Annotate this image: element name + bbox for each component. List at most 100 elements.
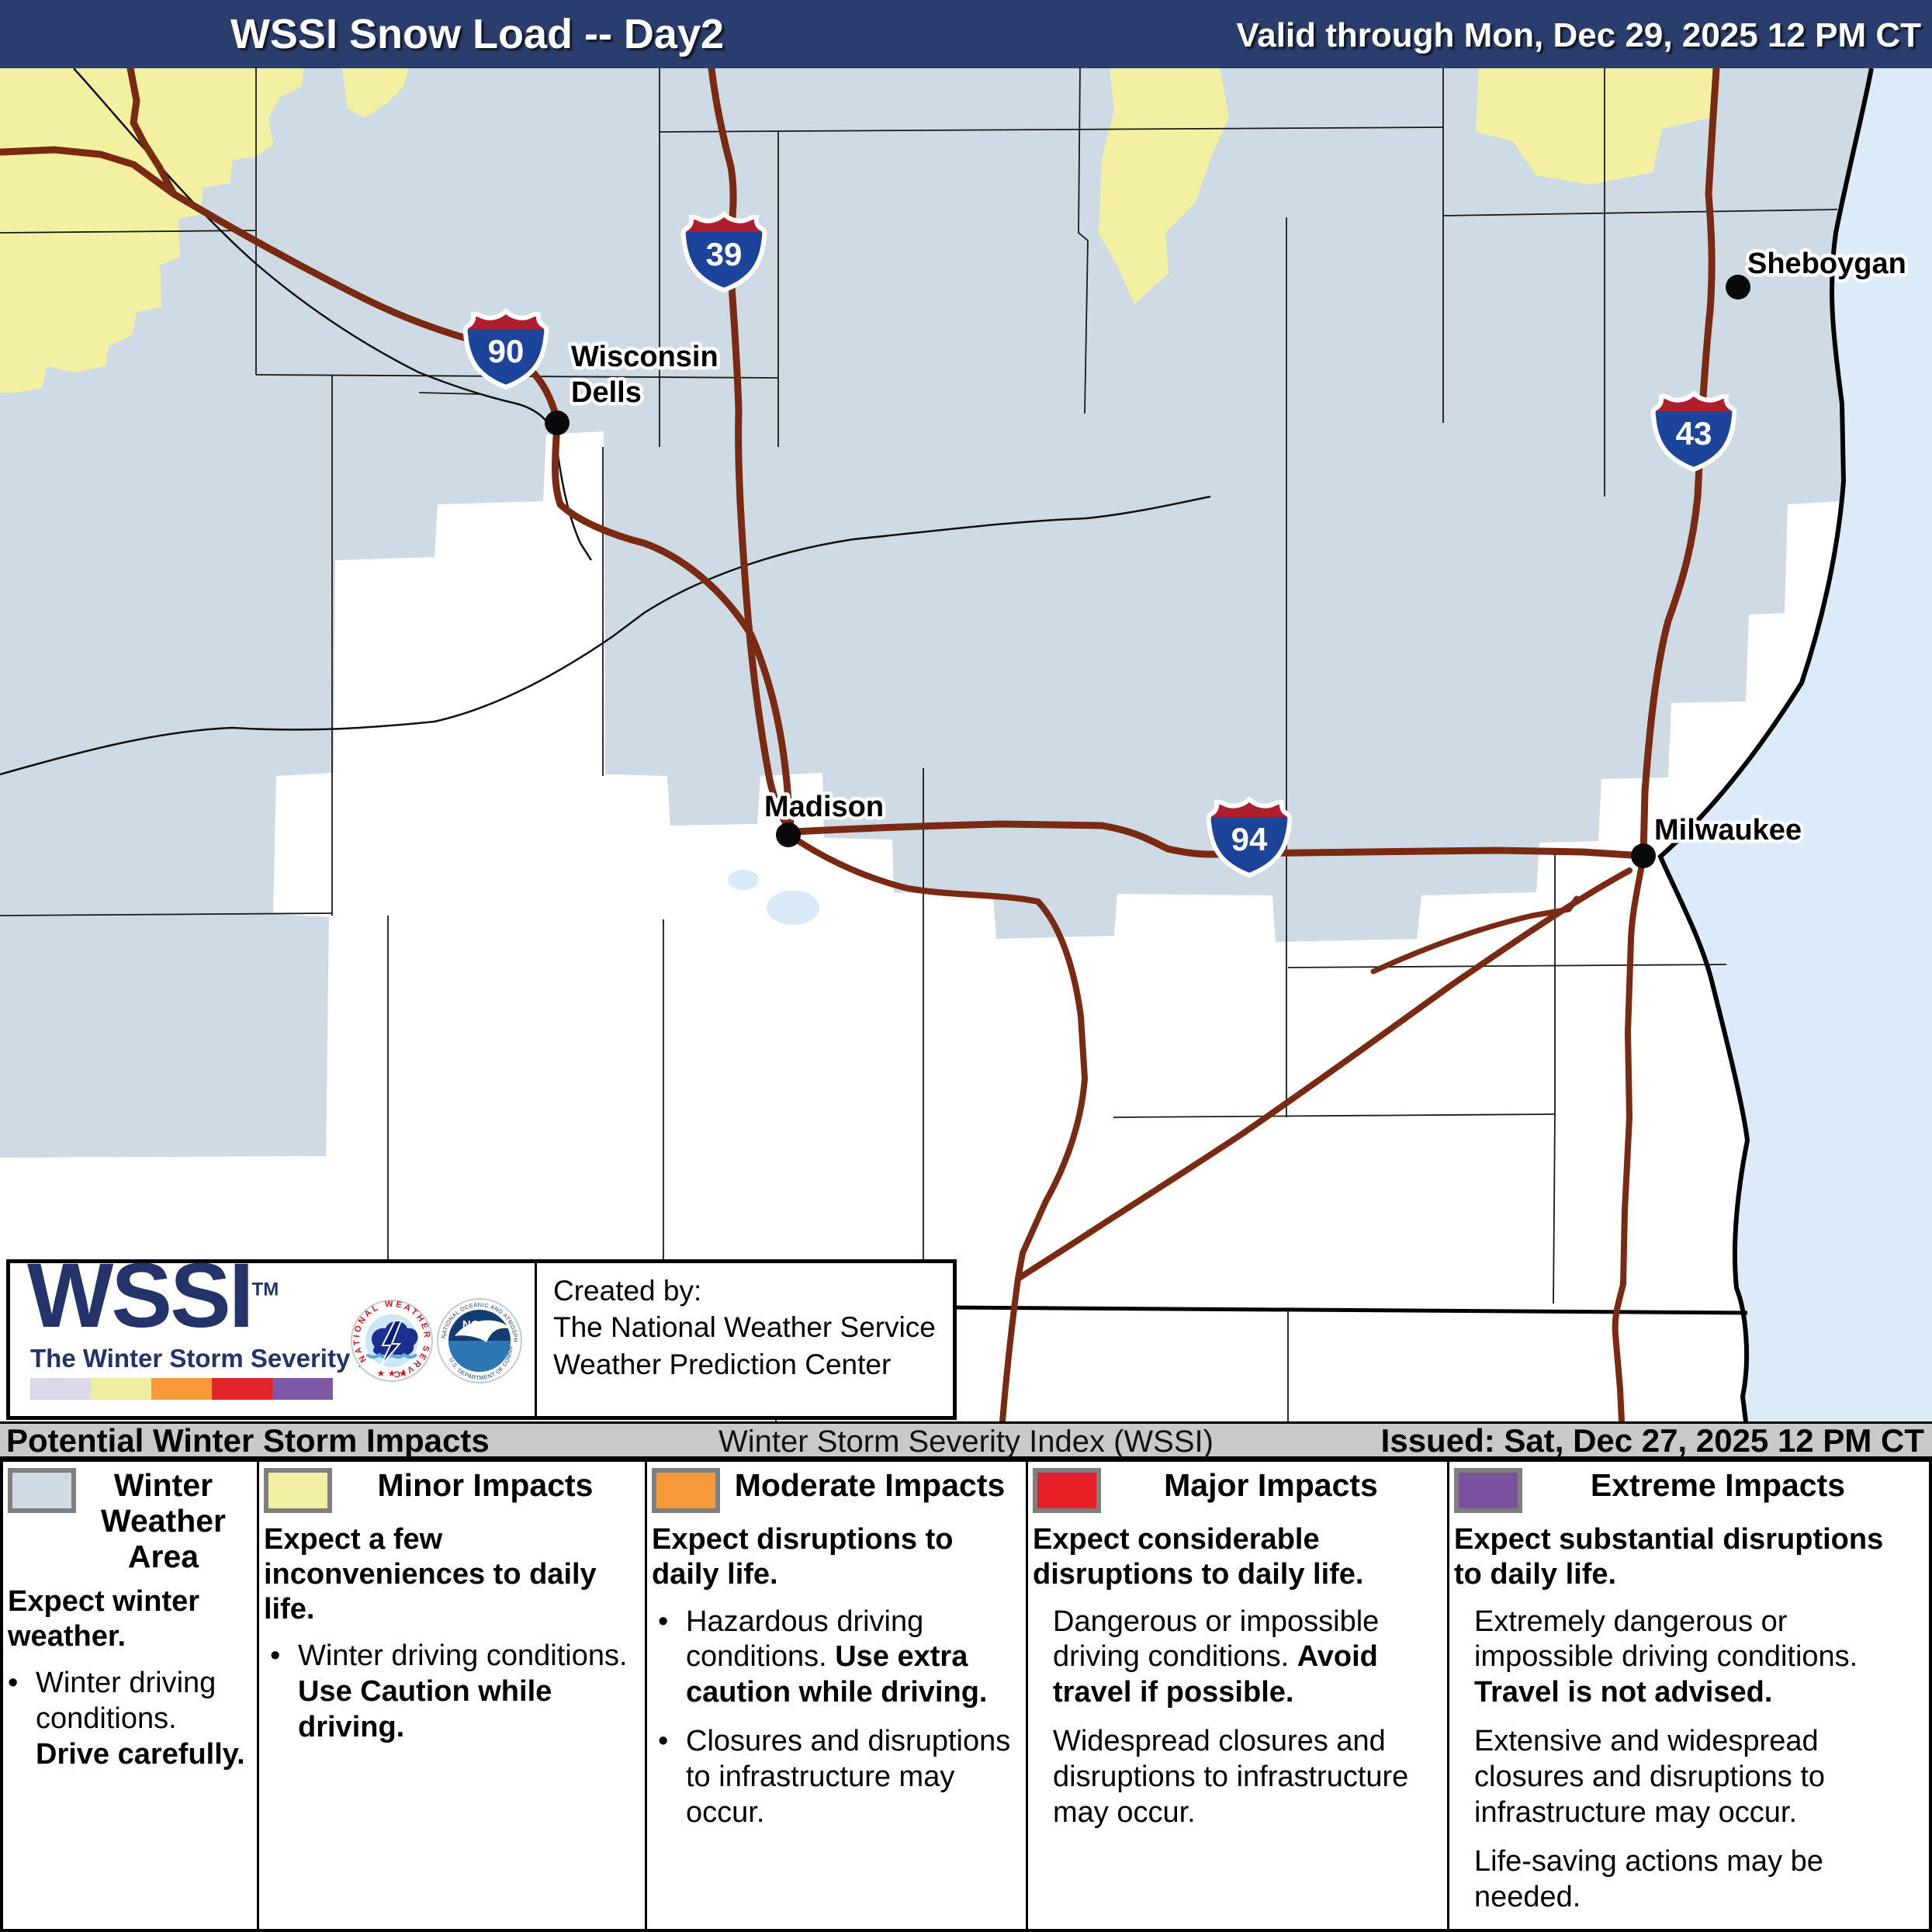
legend-winter-weather-area: Winter Weather Area Expect winter weathe…	[3, 1462, 257, 1929]
minor-impacts-patch	[1099, 68, 1229, 304]
bullet-glyph: •	[658, 1725, 669, 1758]
credit-box-divider	[535, 1263, 537, 1416]
legend-column-title: Extreme Impacts	[1590, 1467, 1846, 1503]
legend-lead-text: Expect considerable disruptions to daily…	[1033, 1523, 1364, 1591]
extreme-impacts-swatch	[1454, 1468, 1522, 1513]
created-by-block: Created by: The National Weather Service…	[553, 1272, 936, 1383]
trademark-symbol: TM	[251, 1279, 279, 1300]
bullet-glyph: •	[8, 1667, 19, 1700]
city-dot-milwaukee	[1631, 843, 1656, 868]
inland-lake	[728, 870, 759, 890]
scale-swatch	[30, 1378, 91, 1400]
swatch-color-rect	[652, 1468, 720, 1513]
legend-lead-text: Expect a few inconveniences to daily lif…	[264, 1523, 597, 1626]
swatch-color-rect	[264, 1468, 332, 1513]
interstate-shield-39: 39	[680, 210, 767, 293]
legend-column-title: Minor Impacts	[377, 1467, 594, 1503]
impacts-legend: Winter Weather Area Expect winter weathe…	[0, 1459, 1932, 1932]
legend-column-title: Moderate Impacts	[734, 1467, 1006, 1503]
lake-michigan	[1660, 68, 1932, 1421]
swatch-color-rect	[8, 1468, 76, 1513]
legend-item: Dangerous or impossible driving conditio…	[1033, 1605, 1441, 1711]
legend-item: Life-saving actions may be needed.	[1454, 1844, 1913, 1915]
legend-item: Extremely dangerous or impossible drivin…	[1454, 1605, 1913, 1711]
legend-item: • Winter driving conditions. Use Caution …	[264, 1639, 639, 1745]
city-label-sheboygan: Sheboygan	[1747, 248, 1906, 280]
item-bold-text: Use extra caution while driving.	[686, 1640, 988, 1709]
minor-impacts-swatch	[264, 1468, 332, 1513]
legend-extreme-impacts: Extreme Impacts Expect substantial disru…	[1447, 1462, 1920, 1929]
minor-impacts-patch	[1476, 68, 1718, 185]
agency-logos: NATIONAL WEATHER SERVICE ★ ★ ★ NOAA NATI…	[344, 1263, 522, 1383]
county-boundaries	[0, 68, 1838, 1421]
item-bold-text: Drive carefully.	[36, 1737, 245, 1771]
legend-moderate-impacts: Moderate Impacts Expect disruptions to d…	[645, 1462, 1026, 1929]
issued-timestamp: Issued: Sat, Dec 27, 2025 12 PM CT	[1380, 1422, 1924, 1459]
impacts-bar-title: Potential Winter Storm Impacts	[6, 1422, 490, 1459]
created-by-center: Weather Prediction Center	[553, 1348, 892, 1380]
city-label-wisconsin-dells: Wisconsin	[571, 341, 718, 373]
item-text: Hazardous driving conditions.	[686, 1605, 924, 1674]
item-text: Extremely dangerous or impossible drivin…	[1474, 1605, 1858, 1674]
legend-lead-text: Expect winter weather.	[8, 1584, 200, 1653]
legend-item: Widespread closures and disruptions to i…	[1033, 1724, 1441, 1830]
city-dot-madison	[776, 822, 801, 847]
legend-column-title: Winter Weather Area	[100, 1467, 227, 1574]
lake-michigan-coastline	[1657, 68, 1874, 1421]
legend-column-title: Major Impacts	[1164, 1467, 1378, 1503]
nws-stars: ★ ★ ★	[377, 1368, 407, 1379]
item-text: Winter driving conditions.	[298, 1639, 628, 1673]
legend-item: • Hazardous driving conditions. Use extra…	[652, 1605, 1020, 1711]
shield-number: 94	[1231, 821, 1268, 857]
minor-impacts-patch	[342, 68, 408, 118]
city-label-milwaukee: Milwaukee	[1654, 814, 1802, 847]
legend-item: • Closures and disruptions to infrastruct…	[652, 1724, 1020, 1830]
legend-item: Extensive and widespread closures and di…	[1454, 1724, 1913, 1830]
item-text: Life-saving actions may be needed.	[1474, 1845, 1823, 1913]
item-bold-text: Travel is not advised.	[1474, 1675, 1773, 1709]
shield-number: 39	[706, 236, 743, 272]
item-bold-text: Avoid travel if possible.	[1053, 1640, 1378, 1709]
item-text: Widespread closures and disruptions to i…	[1053, 1725, 1409, 1829]
legend-lead-text: Expect substantial disruptions to daily …	[1454, 1523, 1884, 1591]
item-text: Winter driving conditions.	[36, 1667, 216, 1735]
created-by-agency: The National Weather Service	[553, 1311, 936, 1344]
legend-minor-impacts: Minor Impacts Expect a few inconvenience…	[257, 1462, 645, 1929]
title-bar: WSSI Snow Load -- Day2 Valid through Mon…	[0, 0, 1932, 68]
scale-swatch	[272, 1378, 333, 1400]
item-text: Closures and disruptions to infrastructu…	[686, 1725, 1011, 1829]
legend-lead-text: Expect disruptions to daily life.	[652, 1523, 954, 1591]
item-bold-text: Use Caution while driving.	[298, 1675, 552, 1743]
major-impacts-swatch	[1033, 1468, 1101, 1513]
inland-lake	[767, 891, 819, 925]
legend-item: • Winter driving conditions. Drive carefu…	[8, 1666, 251, 1772]
city-dot-wisconsin-dells	[545, 410, 570, 435]
page-title: WSSI Snow Load -- Day2	[230, 11, 725, 57]
created-by-label: Created by:	[553, 1275, 702, 1307]
severity-scale-strip	[30, 1378, 333, 1400]
bullet-glyph: •	[658, 1605, 669, 1638]
scale-swatch	[151, 1378, 212, 1400]
wssi-map: 39 90 94 43 Wisconsin Dells Madison M	[0, 68, 1932, 1421]
nws-logo-icon: NATIONAL WEATHER SERVICE ★ ★ ★	[344, 1263, 433, 1382]
bullet-glyph: •	[270, 1639, 281, 1673]
city-label-madison: Madison	[764, 791, 884, 823]
item-text: Extensive and widespread closures and di…	[1474, 1725, 1826, 1829]
impacts-header-bar: Potential Winter Storm Impacts Winter St…	[0, 1421, 1932, 1459]
legend-major-impacts: Major Impacts Expect considerable disrup…	[1026, 1462, 1447, 1929]
item-text: Dangerous or impossible driving conditio…	[1053, 1605, 1380, 1674]
shield-number: 43	[1676, 415, 1712, 452]
winter-weather-swatch	[8, 1468, 76, 1513]
swatch-color-rect	[1033, 1468, 1101, 1513]
city-markers: Wisconsin Dells Madison Milwaukee Sheboy…	[545, 244, 1909, 868]
scale-swatch	[212, 1378, 272, 1400]
city-dot-sheboygan	[1726, 275, 1750, 299]
impacts-bar-subtitle: Winter Storm Severity Index (WSSI)	[718, 1425, 1214, 1459]
wssi-logo: WSSITM	[27, 1245, 279, 1347]
credit-box: WSSITM The Winter Storm Severity Index N…	[6, 1245, 957, 1420]
moderate-impacts-swatch	[652, 1468, 720, 1513]
noaa-wordmark: NOAA	[462, 1318, 497, 1331]
shield-number: 90	[488, 333, 525, 369]
city-label-wisconsin-dells: Dells	[571, 376, 642, 409]
scale-swatch	[91, 1378, 151, 1400]
